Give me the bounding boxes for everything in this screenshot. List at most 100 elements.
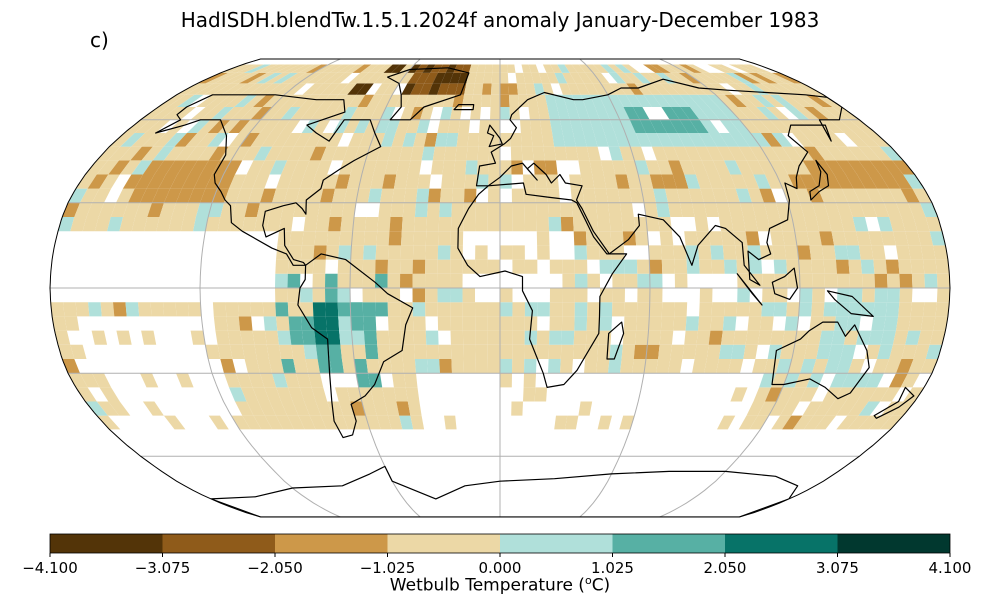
- grid-cell: [325, 316, 340, 331]
- grid-cell: [449, 72, 462, 84]
- grid-cell: [812, 288, 825, 303]
- grid-cell: [877, 188, 896, 203]
- grid-cell: [799, 273, 813, 288]
- grid-cell: [539, 119, 553, 133]
- grid-cell: [569, 119, 584, 133]
- grid-cell: [786, 83, 815, 95]
- grid-cell: [792, 146, 814, 161]
- grid-cell: [832, 107, 860, 120]
- grid-cell: [803, 107, 830, 120]
- grid-cell: [292, 160, 310, 175]
- grid-cell: [611, 245, 625, 260]
- grid-cell: [224, 94, 249, 107]
- grid-cell: [521, 146, 534, 161]
- grid-cell: [659, 119, 678, 133]
- grid-cell: [325, 302, 339, 317]
- grid-cell: [389, 217, 403, 232]
- grid-cell: [452, 94, 465, 107]
- grid-cell: [85, 160, 108, 175]
- grid-cell: [824, 359, 841, 374]
- grid-cell: [534, 387, 548, 402]
- grid-cell: [375, 64, 393, 73]
- grid-cell: [853, 188, 872, 203]
- grid-cell: [350, 273, 363, 288]
- grid-cell: [908, 359, 926, 374]
- grid-cell: [98, 202, 116, 217]
- grid-cell: [264, 330, 279, 345]
- grid-cell: [586, 146, 601, 161]
- grid-cell: [500, 245, 513, 260]
- grid-cell: [649, 302, 663, 317]
- grid-cell: [362, 259, 376, 274]
- grid-cell: [279, 344, 294, 359]
- grid-cell: [768, 160, 788, 175]
- grid-cell: [836, 160, 858, 175]
- grid-cell: [141, 330, 157, 345]
- grid-cell: [584, 359, 598, 374]
- grid-cell: [396, 160, 411, 175]
- grid-cell: [786, 302, 800, 317]
- grid-cell: [690, 160, 708, 175]
- grid-cell: [335, 174, 351, 189]
- grid-cell: [651, 83, 671, 95]
- grid-cell: [205, 344, 221, 359]
- grid-cell: [315, 401, 332, 416]
- grid-cell: [589, 119, 605, 133]
- grid-cell: [309, 415, 327, 430]
- grid-cell: [923, 259, 937, 274]
- map-boundary: [49, 58, 951, 518]
- grid-cell: [357, 94, 375, 107]
- grid-cell: [610, 231, 624, 246]
- grid-cell: [180, 217, 196, 232]
- grid-cell: [380, 133, 396, 147]
- grid-cell: [500, 94, 510, 107]
- grid-cell: [743, 64, 772, 73]
- grid-cell: [450, 259, 463, 274]
- grid-cell: [668, 83, 689, 95]
- grid-cell: [802, 133, 826, 147]
- grid-cell: [819, 119, 845, 133]
- grid-cell: [865, 133, 891, 147]
- grid-cell: [841, 188, 860, 203]
- grid-cell: [287, 259, 301, 274]
- grid-cell: [868, 231, 884, 246]
- grid-cell: [593, 72, 610, 84]
- grid-cell: [252, 387, 270, 402]
- grid-cell: [769, 119, 793, 133]
- grid-cell: [578, 64, 594, 73]
- grid-cell: [261, 133, 281, 147]
- grid-cell: [287, 415, 305, 430]
- grid-cell: [746, 401, 765, 416]
- grid-cell: [420, 107, 434, 120]
- grid-cell: [370, 107, 386, 120]
- grid-cell: [548, 359, 561, 374]
- grid-cell: [566, 107, 580, 120]
- grid-cell: [370, 387, 385, 402]
- grid-cell: [849, 119, 876, 133]
- grid-cell: [314, 330, 329, 345]
- grid-cell: [466, 72, 477, 84]
- grid-cell: [125, 302, 140, 317]
- grid-cell: [488, 188, 500, 203]
- grid-cell: [619, 119, 636, 133]
- grid-cell: [475, 202, 488, 217]
- grid-cell: [716, 359, 732, 374]
- grid-cell: [626, 83, 644, 95]
- grid-cell: [903, 174, 925, 189]
- grid-cell: [518, 94, 529, 107]
- grid-cell: [834, 174, 854, 189]
- grid-cell: [786, 259, 800, 274]
- grid-cell: [258, 160, 276, 175]
- grid-cell: [266, 344, 282, 359]
- grid-cell: [170, 174, 189, 189]
- grid-cell: [644, 359, 659, 374]
- grid-cell: [74, 202, 92, 217]
- grid-cell: [421, 146, 435, 161]
- grid-cell: [253, 146, 273, 161]
- grid-cell: [880, 330, 896, 345]
- grid-cell: [437, 316, 451, 331]
- grid-cell: [287, 302, 301, 317]
- grid-cell: [365, 146, 381, 161]
- grid-cell: [320, 146, 338, 161]
- grid-cell: [561, 316, 575, 331]
